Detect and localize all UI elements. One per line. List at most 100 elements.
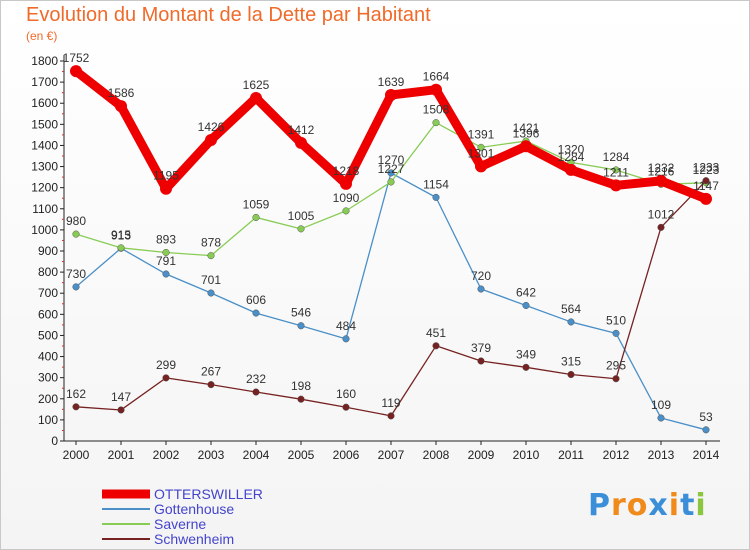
data-label: 1284: [603, 150, 630, 164]
data-label: 1005: [288, 209, 315, 223]
data-point: [207, 252, 215, 260]
data-point: [252, 213, 260, 221]
data-label: 1059: [243, 197, 270, 211]
data-label: 1216: [648, 164, 675, 178]
data-label: 1218: [333, 164, 360, 178]
data-label: 1154: [423, 177, 449, 191]
data-point: [207, 381, 215, 389]
proxiti-logo: Proxiti: [588, 488, 707, 523]
data-label: 878: [201, 236, 221, 250]
data-label: 1639: [378, 75, 405, 89]
data-label: 606: [246, 293, 266, 307]
data-label: 267: [201, 365, 221, 379]
data-point: [205, 133, 217, 146]
logo-letter: x: [648, 488, 669, 523]
data-point: [117, 406, 125, 414]
data-point: [340, 177, 352, 190]
data-label: 1426: [198, 120, 225, 134]
data-point: [295, 136, 307, 149]
data-label: 349: [516, 347, 536, 361]
data-point: [252, 309, 260, 317]
data-point: [297, 322, 305, 330]
logo-letter: t: [680, 488, 696, 523]
y-tick-label: 800: [38, 265, 58, 279]
y-tick-label: 200: [38, 392, 58, 406]
data-point: [162, 374, 170, 382]
data-label: 791: [156, 254, 176, 268]
data-label: 893: [156, 232, 176, 246]
data-label: 1752: [63, 51, 90, 65]
data-label: 1664: [423, 70, 450, 84]
x-tick-label: 2001: [108, 448, 135, 462]
data-point: [657, 414, 665, 422]
data-point: [475, 160, 487, 173]
x-tick-label: 2000: [63, 448, 90, 462]
data-label: 147: [111, 390, 131, 404]
data-label: 451: [426, 326, 446, 340]
x-tick-label: 2012: [603, 448, 630, 462]
data-point: [250, 91, 262, 104]
data-label: 484: [336, 319, 356, 333]
legend-label: Gottenhouse: [154, 501, 234, 517]
y-tick-label: 1300: [31, 160, 58, 174]
data-label: 564: [561, 302, 581, 316]
x-tick-label: 2009: [468, 448, 495, 462]
x-tick-label: 2007: [378, 448, 405, 462]
data-point: [70, 65, 82, 78]
data-label: 980: [66, 214, 86, 228]
data-label: 642: [516, 285, 536, 299]
y-tick-label: 700: [38, 286, 58, 300]
data-label: 1270: [378, 153, 405, 167]
chart-title: Evolution du Montant de la Dette par Hab…: [26, 4, 431, 26]
data-point: [477, 357, 485, 365]
data-label: 913: [111, 228, 131, 242]
data-point: [387, 412, 395, 420]
data-point: [565, 163, 577, 176]
y-tick-label: 100: [38, 413, 58, 427]
data-label: 1586: [108, 86, 135, 100]
data-point: [702, 177, 710, 185]
y-tick-label: 900: [38, 244, 58, 258]
data-label: 109: [651, 398, 671, 412]
x-tick-label: 2008: [423, 448, 450, 462]
logo-letter: i: [695, 488, 707, 523]
y-tick-label: 1500: [31, 117, 58, 131]
y-tick-label: 1800: [31, 54, 58, 68]
data-point: [117, 244, 125, 252]
data-label: 730: [66, 267, 86, 281]
data-label: 1508: [423, 103, 450, 117]
legend-label: Schwenheim: [154, 531, 234, 547]
data-label: 701: [201, 273, 221, 287]
data-label: 1012: [648, 207, 675, 221]
data-point: [160, 182, 172, 195]
data-point: [520, 140, 532, 153]
data-label: 915: [111, 228, 131, 242]
data-label: 299: [156, 358, 176, 372]
chart-subtitle: (en €): [26, 29, 58, 43]
y-tick-label: 600: [38, 307, 58, 321]
data-label: 315: [561, 355, 581, 369]
y-tick-label: 1000: [31, 223, 58, 237]
data-label: 1391: [468, 127, 495, 141]
data-label: 1625: [243, 78, 270, 92]
data-point: [297, 395, 305, 403]
data-point: [432, 193, 440, 201]
data-label: 1233: [693, 161, 720, 175]
data-label: 119: [381, 396, 400, 410]
data-point: [432, 342, 440, 350]
logo-letter: P: [588, 488, 611, 523]
data-label: 1227: [378, 162, 405, 176]
legend-label: OTTERSWILLER: [154, 486, 263, 502]
data-point: [207, 289, 215, 297]
data-label: 546: [291, 306, 311, 320]
data-label: 720: [471, 269, 491, 283]
y-tick-label: 1700: [31, 75, 58, 89]
data-label: 1223: [693, 163, 720, 177]
data-point: [72, 230, 80, 238]
data-label: 295: [606, 359, 626, 373]
data-label: 1301: [468, 146, 495, 160]
data-point: [610, 179, 622, 192]
data-label: 198: [291, 379, 311, 393]
